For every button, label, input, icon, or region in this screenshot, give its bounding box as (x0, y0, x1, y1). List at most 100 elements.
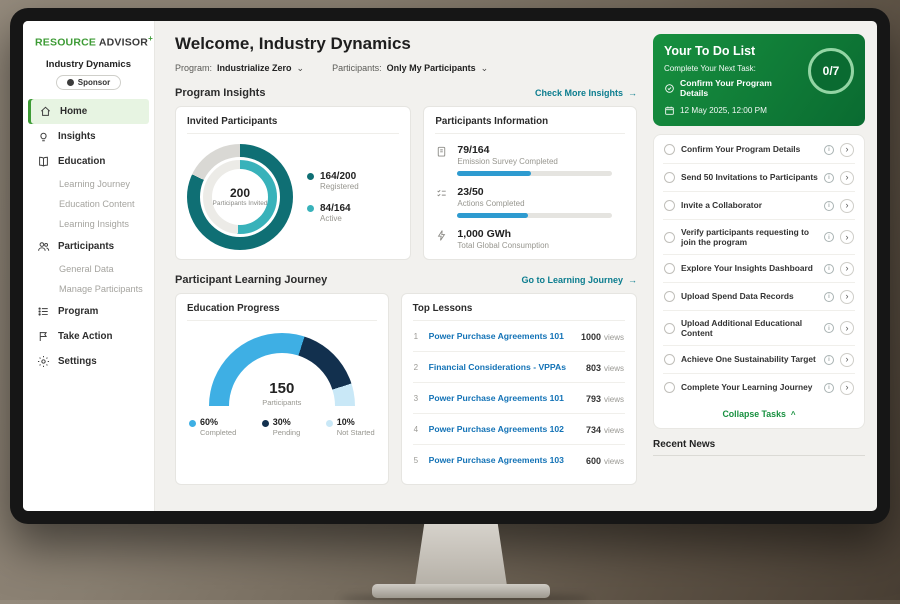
checkbox-icon[interactable] (664, 291, 675, 302)
checkbox-icon[interactable] (664, 382, 675, 393)
chevron-right-icon[interactable]: › (840, 290, 854, 304)
info-row-actions: 23/50 Actions Completed (435, 186, 625, 218)
chevron-right-icon[interactable]: › (840, 171, 854, 185)
home-icon (39, 105, 52, 118)
insights-icon (37, 130, 50, 143)
task-row[interactable]: Complete Your Learning Journey i › (663, 374, 855, 401)
legend-completed: 60% Completed (189, 417, 236, 437)
task-row[interactable]: Upload Additional Educational Content i … (663, 311, 855, 346)
info-icon: i (824, 201, 834, 211)
sidebar-item-manage-participants[interactable]: Manage Participants (23, 279, 154, 299)
checkbox-icon[interactable] (664, 172, 675, 183)
learning-journey-header: Participant Learning Journey Go to Learn… (175, 274, 637, 286)
sidebar-item-label: Home (60, 106, 87, 117)
org-block: Industry Dynamics Sponsor (29, 59, 148, 91)
lesson-link[interactable]: Financial Considerations - VPPAs (429, 362, 579, 372)
go-to-learning-journey-link[interactable]: Go to Learning Journey → (521, 275, 637, 285)
card-title: Top Lessons (413, 303, 625, 321)
sidebar-item-home[interactable]: Home (28, 99, 149, 124)
page-title: Welcome, Industry Dynamics (175, 34, 637, 54)
lesson-row: 4 Power Purchase Agreements 102 734views (413, 414, 625, 445)
task-row[interactable]: Confirm Your Program Details i › (663, 136, 855, 164)
chevron-down-icon: ⌄ (481, 64, 489, 73)
task-row[interactable]: Upload Spend Data Records i › (663, 283, 855, 311)
lesson-link[interactable]: Power Purchase Agreements 101 (429, 393, 579, 403)
chevron-right-icon[interactable]: › (840, 353, 854, 367)
registered-dot (307, 173, 314, 180)
link-label: Check More Insights (535, 88, 623, 98)
card-title: Education Progress (187, 303, 377, 321)
donut-center-label: Participants Invited (213, 200, 268, 208)
lesson-row: 1 Power Purchase Agreements 101 1000view… (413, 321, 625, 352)
sidebar-item-program[interactable]: Program (23, 299, 154, 324)
sidebar-item-education-content[interactable]: Education Content (23, 194, 154, 214)
task-row[interactable]: Explore Your Insights Dashboard i › (663, 255, 855, 283)
legend-pending: 30% Pending (262, 417, 301, 437)
sidebar-item-general-data[interactable]: General Data (23, 259, 154, 279)
chevron-right-icon[interactable]: › (840, 143, 854, 157)
actions-progress-bar (457, 213, 611, 218)
sponsor-badge[interactable]: Sponsor (56, 75, 121, 90)
app-logo: RESOURCE ADVISOR+ (23, 21, 154, 57)
participants-filter-value: Only My Participants (387, 63, 476, 73)
checkbox-icon[interactable] (664, 323, 675, 334)
arrow-right-icon: → (628, 275, 637, 285)
lesson-row: 5 Power Purchase Agreements 103 600views (413, 445, 625, 475)
calendar-icon (664, 105, 675, 116)
gauge-legend: 60% Completed 30% Pending 10% Not Starte… (187, 417, 377, 437)
lesson-link[interactable]: Power Purchase Agreements 102 (429, 424, 579, 434)
section-title: Program Insights (175, 87, 265, 99)
list-icon (37, 305, 50, 318)
task-row[interactable]: Send 50 Invitations to Participants i › (663, 164, 855, 192)
legend-active: 84/164 Active (307, 203, 359, 223)
check-more-insights-link[interactable]: Check More Insights → (535, 88, 637, 98)
survey-progress-bar (457, 171, 611, 176)
sidebar-item-participants[interactable]: Participants (23, 234, 154, 259)
participants-information-card: Participants Information 79/164 Emission… (423, 106, 637, 260)
gauge-center-value: 150 (209, 381, 355, 396)
brand-plus: + (148, 34, 153, 43)
brand-secondary: ADVISOR (99, 37, 148, 49)
sidebar-item-education[interactable]: Education (23, 149, 154, 174)
task-row[interactable]: Invite a Collaborator i › (663, 192, 855, 220)
monitor-stand-base (372, 584, 550, 598)
donut-center-value: 200 (230, 186, 250, 200)
sidebar-item-label: Take Action (58, 331, 112, 342)
lesson-link[interactable]: Power Purchase Agreements 103 (429, 455, 579, 465)
todo-task-list: Confirm Your Program Details i › Send 50… (653, 134, 865, 429)
todo-due-date: 12 May 2025, 12:00 PM (664, 105, 854, 116)
checklist-icon (435, 187, 448, 200)
chevron-right-icon[interactable]: › (840, 199, 854, 213)
sidebar-item-insights[interactable]: Insights (23, 124, 154, 149)
sidebar-item-label: Program (58, 306, 98, 317)
chevron-right-icon[interactable]: › (840, 230, 854, 244)
sidebar-item-label: Education (58, 156, 105, 167)
sidebar: RESOURCE ADVISOR+ Industry Dynamics Spon… (23, 21, 155, 511)
sidebar-item-settings[interactable]: Settings (23, 349, 154, 374)
checkbox-icon[interactable] (664, 144, 675, 155)
chevron-right-icon[interactable]: › (840, 381, 854, 395)
not-started-dot (326, 420, 333, 427)
chevron-right-icon[interactable]: › (840, 321, 854, 335)
chevron-right-icon[interactable]: › (840, 262, 854, 276)
lesson-link[interactable]: Power Purchase Agreements 101 (429, 331, 574, 341)
sidebar-item-take-action[interactable]: Take Action (23, 324, 154, 349)
arrow-right-icon: → (628, 88, 637, 98)
collapse-tasks-button[interactable]: Collapse Tasks ^ (663, 401, 855, 427)
monitor-stand-neck (415, 524, 507, 586)
checkbox-icon[interactable] (664, 200, 675, 211)
lesson-row: 2 Financial Considerations - VPPAs 803vi… (413, 352, 625, 383)
task-row[interactable]: Verify participants requesting to join t… (663, 220, 855, 255)
info-icon: i (824, 145, 834, 155)
checkbox-icon[interactable] (664, 263, 675, 274)
brand-primary: RESOURCE (35, 37, 96, 49)
sidebar-item-learning-insights[interactable]: Learning Insights (23, 214, 154, 234)
participants-filter[interactable]: Participants: Only My Participants ⌄ (332, 63, 488, 73)
sidebar-item-learning-journey[interactable]: Learning Journey (23, 174, 154, 194)
program-insights-header: Program Insights Check More Insights → (175, 87, 637, 99)
checkbox-icon[interactable] (664, 232, 675, 243)
program-filter[interactable]: Program: Industrialize Zero ⌄ (175, 63, 304, 73)
sidebar-item-label: Insights (58, 131, 96, 142)
task-row[interactable]: Achieve One Sustainability Target i › (663, 346, 855, 374)
checkbox-icon[interactable] (664, 354, 675, 365)
